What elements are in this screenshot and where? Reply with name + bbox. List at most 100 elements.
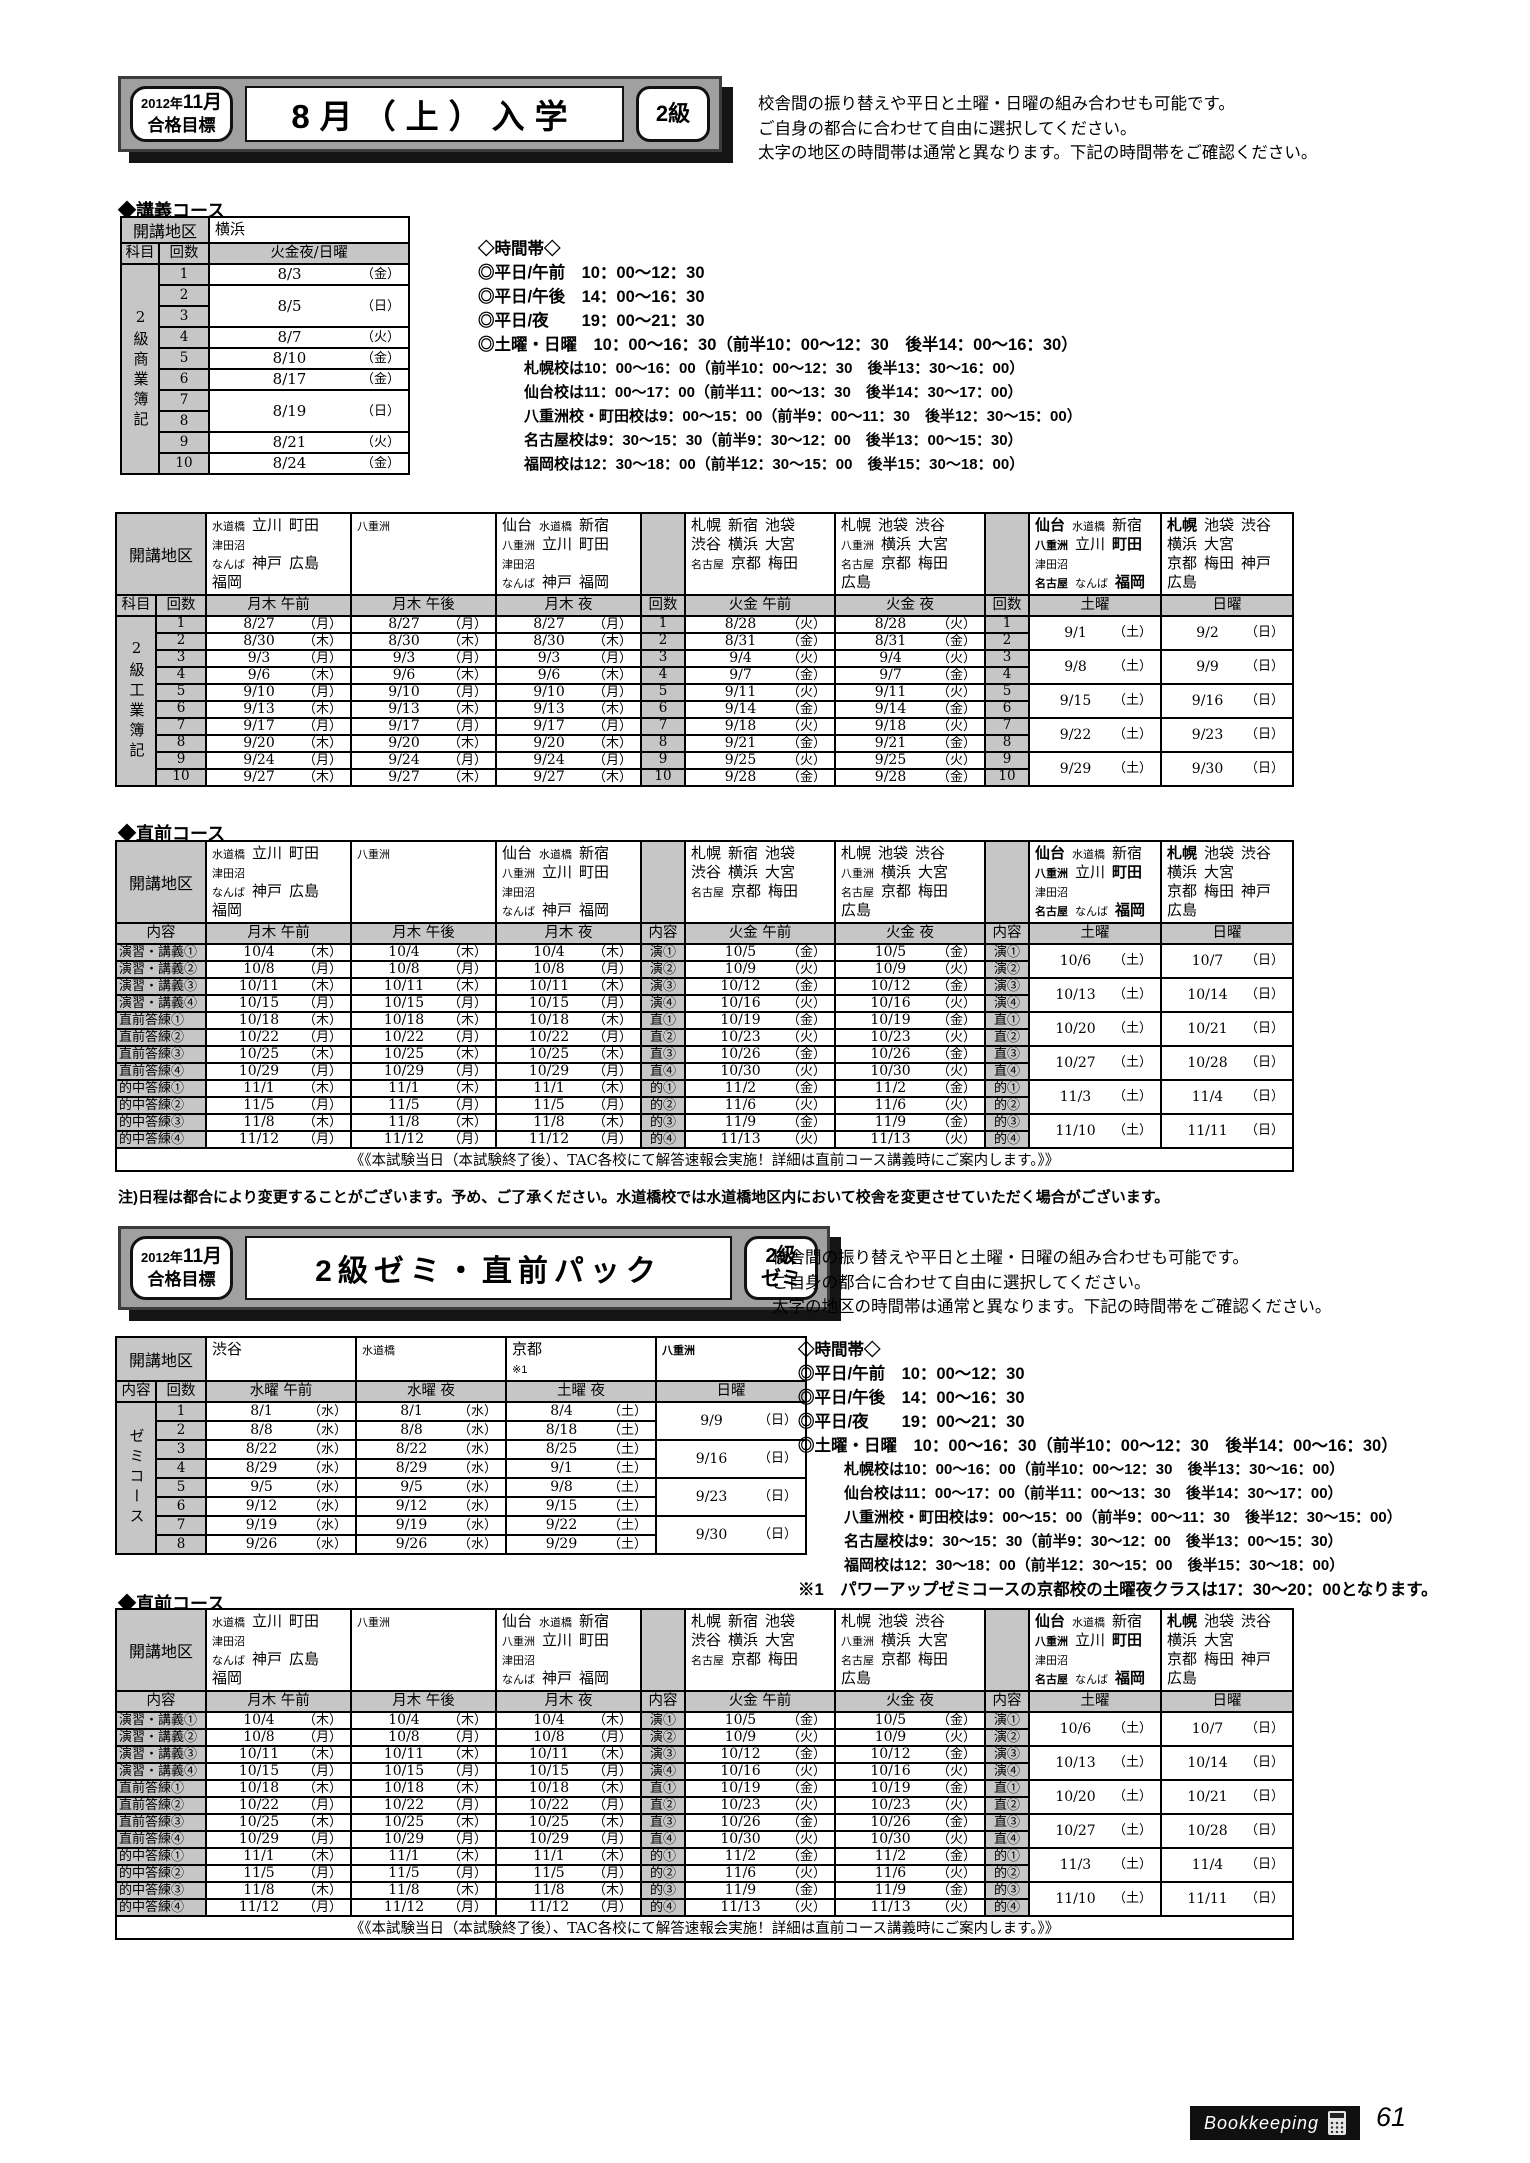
date-wrap: 8/31 （金） <box>687 635 833 648</box>
header-row: 内容 月木 午前 月木 午後 月木 夜内容 火金 午前 火金 夜内容 土曜 日曜 <box>115 921 1294 945</box>
schedule-date-cell: 11/8 （木） <box>205 1880 352 1900</box>
date-value: 9/17 <box>243 718 275 734</box>
time-band-title: ◇時間帯◇ <box>478 240 561 258</box>
weekday-value: （木） <box>302 1080 342 1096</box>
content-short-cell: 的④ <box>984 1129 1030 1149</box>
weekday-value: （月） <box>448 616 488 632</box>
schedule-date-cell: 10/30 （火） <box>684 1061 836 1081</box>
city-name: 八重洲 <box>502 867 535 880</box>
area-line: 札幌 池袋 渋谷 <box>841 1612 979 1631</box>
date-value: 8/30 <box>243 633 275 649</box>
date-wrap: 8/21 （火） <box>211 435 407 450</box>
date-value: 10/26 <box>720 1046 761 1062</box>
header-row: 内容 回数 水曜 午前 水曜 夜土曜 夜日曜 <box>115 1379 808 1403</box>
column-header: 月木 夜 <box>495 1689 642 1713</box>
schedule-date-cell: 8/28 （火） <box>684 614 837 634</box>
date-wrap: 9/9 （日） <box>1163 660 1291 674</box>
content-short-cell: 演① <box>640 942 686 962</box>
date-wrap: 10/8 （月） <box>353 1731 494 1744</box>
schedule-date-cell: 10/19 （金） <box>834 1778 986 1798</box>
area-line: 渋谷 横浜 大宮 <box>691 1631 829 1650</box>
date-value: 10/12 <box>720 1746 761 1762</box>
weekday-value: （土） <box>1112 987 1152 1002</box>
date-value: 11/6 <box>874 1865 907 1881</box>
city-name: 神戸 <box>1241 1650 1272 1668</box>
date-value: 9/15 <box>1059 692 1092 709</box>
date-value: 11/5 <box>533 1865 565 1881</box>
city-name: 京都 <box>512 1341 543 1358</box>
column-header: 火金 夜 <box>834 921 986 945</box>
schedule-date-cell: 10/29 （月） <box>205 1829 352 1849</box>
date-value: 10/18 <box>238 1780 280 1796</box>
date-value: 8/24 <box>272 454 307 472</box>
city-name: 津田沼 <box>212 867 245 880</box>
usage-note-line: 太字の地区の時間帯は通常と異なります。下記の時間帯をご確認ください。 <box>772 1298 1332 1316</box>
count-cell: 9 <box>640 750 687 770</box>
date-value: 11/1 <box>243 1848 275 1864</box>
header-row: 開講地区 水道橋 立川 町田 津田沼 なんば 神戸 広島 福岡 八重洲 仙台 水道橋 新宿 八重洲 立川 町田… <box>115 840 1294 924</box>
count-cell: 3 <box>640 648 687 668</box>
date-value: 10/12 <box>870 1746 911 1762</box>
schedule-date-cell: 11/5 （月） <box>205 1095 352 1115</box>
city-name: 町田 <box>1112 535 1143 553</box>
weekday-value: （月） <box>302 1131 342 1147</box>
count-header: 回数 <box>157 242 211 265</box>
column-header: 科目 <box>115 593 157 617</box>
date-wrap: 8/7 （火） <box>211 330 407 345</box>
subject-text: ゼミコース <box>127 1427 146 1528</box>
note-row: 《《本試験当日（本試験終了後）、TAC各校にて解答速報会実施！詳細は直前コース講… <box>115 1146 1294 1172</box>
date-wrap: 11/5 （月） <box>353 1099 494 1112</box>
schedule-date-cell: 9/19 （水） <box>205 1514 358 1536</box>
date-value: 10/8 <box>533 961 565 977</box>
schedule-row: 演習・講義④ 10/15 （月） 10/15 （月） 10/15 （月） 演④ 10/16 （火）… <box>115 993 1293 1013</box>
weekday-value: （木） <box>302 978 342 994</box>
time-band-info: ◇時間帯◇ ◎平日/午前 10：00～12：30 ◎平日/午後 14：00～16：3… <box>478 237 1082 477</box>
schedule-date-cell: 10/9 （火） <box>684 1727 836 1747</box>
weekday-value: （木） <box>592 1780 632 1796</box>
content-short-cell: 的① <box>984 1078 1030 1098</box>
weekday-value: （金） <box>361 372 401 387</box>
city-name: 横浜 <box>728 1631 759 1649</box>
weekday-value: （金） <box>787 769 827 785</box>
count-cell: 7 <box>984 716 1031 736</box>
weekday-value: （火） <box>786 1063 826 1079</box>
column-header: 日曜 <box>1160 593 1295 617</box>
date-wrap: 10/22 （月） <box>208 1799 349 1812</box>
date-wrap: 11/9 （金） <box>837 1116 983 1129</box>
schedule-date-cell: 9/11 （火） <box>684 682 837 702</box>
weekday-value: （土） <box>608 1498 648 1514</box>
page-number: 61 <box>1376 2102 1407 2132</box>
schedule-date-cell: 9/29 （土） <box>1028 750 1163 787</box>
schedule-row: 4 9/6 （木） 9/6 （木） 9/6 （木） 4 9/7 （金） 9/7 （金） 4 <box>116 665 1293 685</box>
date-value: 11/12 <box>528 1899 570 1915</box>
city-name: 名古屋 <box>841 558 875 571</box>
weekday-value: （木） <box>302 1712 342 1728</box>
date-wrap: 9/13 （木） <box>208 703 349 716</box>
content-short-cell: 直④ <box>640 1061 686 1081</box>
schedule-date-cell: 9/27 （木） <box>350 767 498 787</box>
date-wrap: 9/20 （木） <box>353 737 494 750</box>
schedule-date-cell: 9/24 （月） <box>205 750 353 770</box>
schedule-row: 6 9/12 （水） 9/12 （水） 9/15 （土） <box>116 1495 806 1517</box>
city-name: 水道橋 <box>539 521 573 533</box>
weekday-value: （月） <box>593 718 633 734</box>
city-name: 京都 <box>881 554 912 572</box>
date-wrap: 10/15 （月） <box>353 1765 494 1778</box>
schedule-date-cell: 10/30 （火） <box>834 1829 986 1849</box>
weekday-value: （木） <box>592 944 632 960</box>
target-year: 2012年 <box>141 95 183 111</box>
date-value: 10/9 <box>874 961 907 977</box>
area-line: 札幌 新宿 池袋 <box>691 516 829 535</box>
date-wrap: 8/4 （土） <box>508 1404 654 1418</box>
schedule-row: 直前答練④ 10/29 （月） 10/29 （月） 10/29 （月） 直④ 10/30 （火） 1… <box>115 1061 1293 1081</box>
date-wrap: 10/11 （木） <box>208 1748 349 1761</box>
date-wrap: 11/6 （火） <box>837 1099 983 1112</box>
city-name: 横浜 <box>215 221 246 238</box>
weekday-value: （土） <box>608 1536 648 1552</box>
date-value: 10/16 <box>870 995 911 1011</box>
date-wrap: 9/8 （土） <box>1031 660 1159 674</box>
weekday-value: （木） <box>593 701 633 717</box>
date-value: 9/16 <box>695 1450 728 1467</box>
weekday-value: （金） <box>936 1080 976 1096</box>
schedule-date-cell: 10/22 （月） <box>495 1027 642 1047</box>
